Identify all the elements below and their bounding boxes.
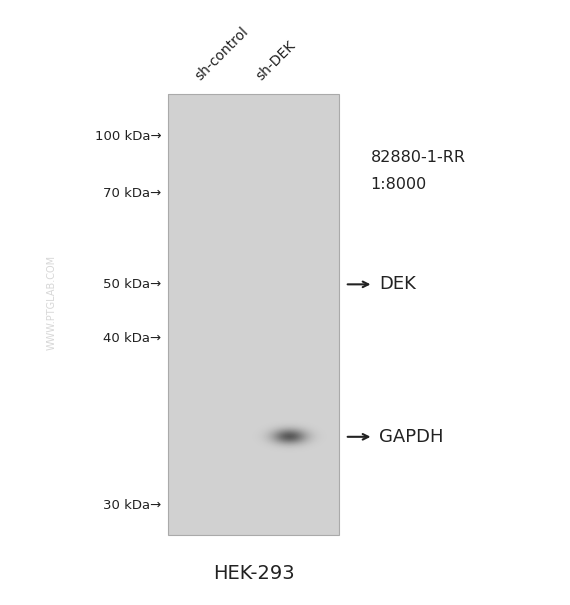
Text: 50 kDa→: 50 kDa→ xyxy=(103,278,161,291)
Text: HEK-293: HEK-293 xyxy=(213,564,295,583)
Text: 82880-1-RR: 82880-1-RR xyxy=(370,150,466,165)
Text: 30 kDa→: 30 kDa→ xyxy=(103,499,161,512)
Bar xyxy=(339,0,570,605)
Bar xyxy=(0,0,168,605)
Bar xyxy=(168,0,339,94)
Text: WWW.PTGLAB.COM: WWW.PTGLAB.COM xyxy=(46,255,56,350)
Text: GAPDH: GAPDH xyxy=(379,428,443,446)
Text: 1:8000: 1:8000 xyxy=(370,177,427,192)
Bar xyxy=(168,535,339,605)
Text: sh-DEK: sh-DEK xyxy=(254,39,298,83)
Bar xyxy=(168,94,339,535)
Text: 70 kDa→: 70 kDa→ xyxy=(103,187,161,200)
Text: sh-control: sh-control xyxy=(193,25,251,83)
Text: 40 kDa→: 40 kDa→ xyxy=(103,332,161,345)
Bar xyxy=(168,94,339,535)
Text: 100 kDa→: 100 kDa→ xyxy=(95,129,161,143)
Text: DEK: DEK xyxy=(379,275,416,293)
